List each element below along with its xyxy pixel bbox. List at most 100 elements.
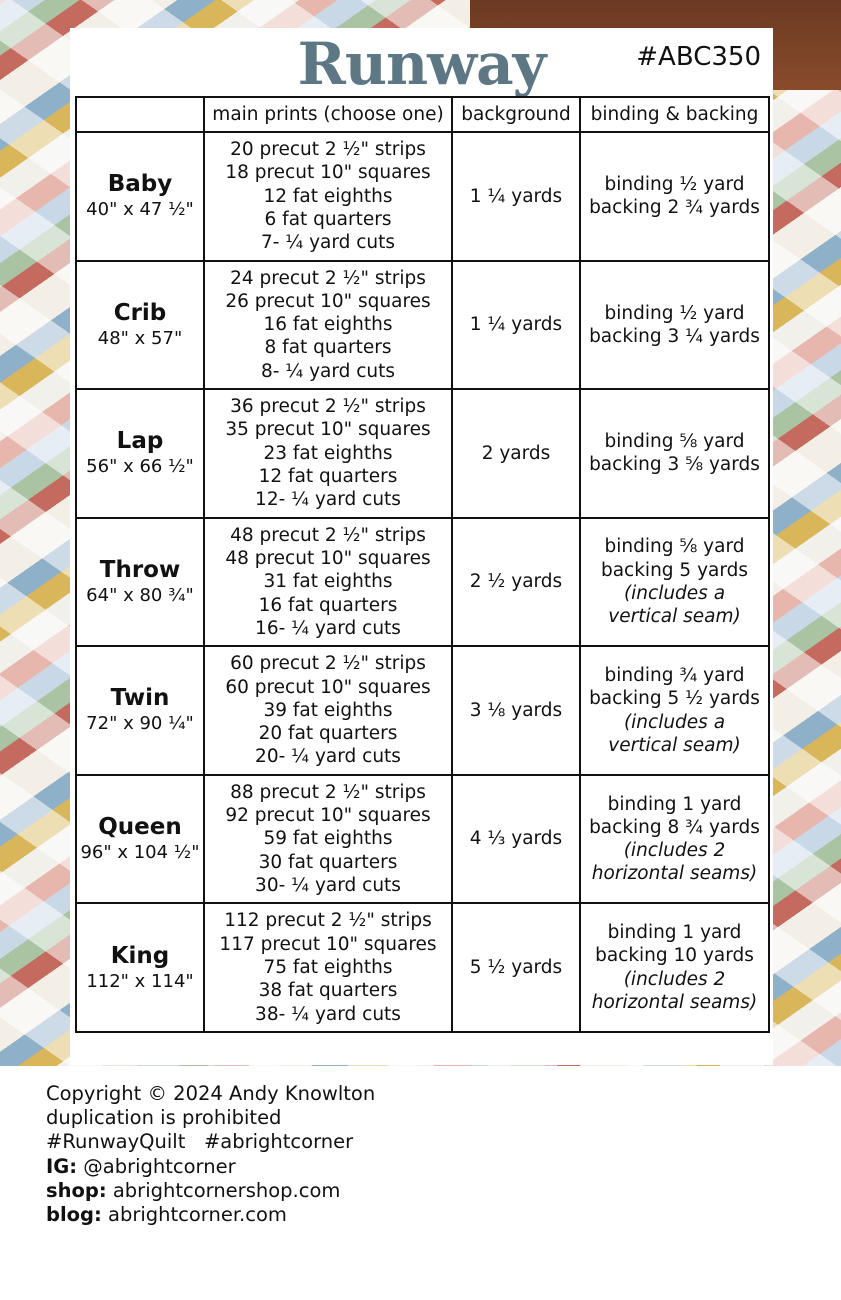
table-row: Throw 64" x 80 ¾" 48 precut 2 ½" strips 48 … [75,516,770,648]
table-row: Queen 96" x 104 ½" 88 precut 2 ½" strips 92… [75,773,770,905]
table-row: Twin 72" x 90 ¼" 60 precut 2 ½" strips 60 p… [75,645,770,776]
print-option: 6 fat quarters [264,208,392,230]
table-row: Lap 56" x 66 ½" 36 precut 2 ½" strips 35 pr… [75,388,770,519]
print-option: 20- ¼ yard cuts [255,746,401,768]
binding-backing-line: binding ½ yard [604,173,745,195]
blog-line: blog: abrightcorner.com [46,1203,287,1227]
print-option: 31 fat eighths [263,571,393,593]
size-cell: Twin 72" x 90 ¼" [75,645,205,776]
fabric-requirements-panel: Runway #ABC350 main prints (choose one) … [70,28,773,1065]
binding-backing-line: backing 2 ¾ yards [589,197,760,219]
main-prints-cell: 112 precut 2 ½" strips 117 precut 10" squ… [203,902,453,1033]
instagram-line: IG: @abrightcorner [46,1154,236,1178]
print-option: 35 precut 10" squares [225,419,431,441]
print-option: 12 fat eighths [263,185,393,207]
binding-backing-line: binding ⅝ yard [604,431,745,453]
binding-backing-line: backing 10 yards [595,945,754,967]
print-option: 92 precut 10" squares [225,805,431,827]
print-option: 8 fat quarters [264,337,392,359]
binding-backing-line: backing 5 ½ yards [589,688,760,710]
seam-note: (includes a [623,582,726,604]
shop-line: shop: abrightcornershop.com [46,1178,341,1202]
binding-backing-cell: binding ½ yard backing 2 ¾ yards [579,131,770,262]
header-main-prints: main prints (choose one) [203,96,453,133]
seam-note: vertical seam) [608,734,741,756]
print-option: 24 precut 2 ½" strips [230,267,426,289]
binding-backing-cell: binding 1 yard backing 10 yards (includes … [579,902,770,1033]
table-row: Baby 40" x 47 ½" 20 precut 2 ½" strips 18 p… [75,131,770,262]
binding-backing-cell: binding ½ yard backing 3 ¼ yards [579,259,770,391]
binding-backing-line: binding ⅝ yard [604,536,745,558]
size-dimensions: 112" x 114" [86,970,194,992]
binding-backing-line: binding 1 yard [607,922,742,944]
print-option: 18 precut 10" squares [225,162,431,184]
size-name: Baby [107,171,173,198]
print-option: 20 precut 2 ½" strips [230,139,426,161]
size-cell: Throw 64" x 80 ¾" [75,516,205,648]
blog-link[interactable]: abrightcorner.com [101,1203,287,1227]
background-cell: 4 ⅓ yards [451,773,581,905]
main-prints-cell: 60 precut 2 ½" strips 60 precut 10" squar… [203,645,453,776]
size-dimensions: 48" x 57" [97,327,183,349]
background-cell: 3 ⅛ yards [451,645,581,776]
print-option: 26 precut 10" squares [225,290,431,312]
print-option: 60 precut 2 ½" strips [230,653,426,675]
print-option: 30- ¼ yard cuts [255,875,401,897]
table-row: King 112" x 114" 112 precut 2 ½" strips 117… [75,902,770,1033]
seam-note: (includes 2 [623,840,726,862]
background-cell: 2 yards [451,388,581,519]
main-prints-cell: 36 precut 2 ½" strips 35 precut 10" squar… [203,388,453,519]
print-option: 16 fat eighths [263,314,393,336]
table-row: Crib 48" x 57" 24 precut 2 ½" strips 26 pre… [75,259,770,391]
size-cell: Baby 40" x 47 ½" [75,131,205,262]
seam-note: vertical seam) [608,606,741,628]
seam-note: (includes 2 [623,968,726,990]
binding-backing-line: backing 5 yards [600,559,749,581]
main-prints-cell: 88 precut 2 ½" strips 92 precut 10" squar… [203,773,453,905]
seam-note: horizontal seams) [591,991,758,1013]
binding-backing-cell: binding ⅝ yard backing 5 yards (includes a… [579,516,770,648]
print-option: 8- ¼ yard cuts [260,360,396,382]
table-header-row: main prints (choose one) background bind… [75,96,770,133]
print-option: 75 fat eighths [263,957,393,979]
print-option: 38 fat quarters [258,980,398,1002]
binding-backing-line: backing 3 ⅝ yards [589,454,760,476]
size-cell: Crib 48" x 57" [75,259,205,391]
print-option: 88 precut 2 ½" strips [230,781,426,803]
header-background: background [451,96,581,133]
shop-link[interactable]: abrightcornershop.com [106,1178,341,1202]
print-option: 30 fat quarters [258,851,398,873]
size-cell: Lap 56" x 66 ½" [75,388,205,519]
print-option: 12- ¼ yard cuts [255,489,401,511]
footer-credits: Copyright © 2024 Andy Knowlton duplicati… [46,1082,375,1227]
binding-backing-line: binding ½ yard [604,302,745,324]
print-option: 48 precut 10" squares [225,548,431,570]
print-option: 20 fat quarters [258,723,398,745]
header-size [75,96,205,133]
binding-backing-line: backing 3 ¼ yards [589,325,760,347]
main-prints-cell: 24 precut 2 ½" strips 26 precut 10" squar… [203,259,453,391]
background-cell: 1 ¼ yards [451,131,581,262]
size-dimensions: 40" x 47 ½" [86,199,194,221]
size-cell: King 112" x 114" [75,902,205,1033]
fabric-requirements-table: main prints (choose one) background bind… [75,96,770,1033]
pattern-code: #ABC350 [636,42,761,72]
duplication-notice: duplication is prohibited [46,1106,282,1130]
binding-backing-line: binding ¾ yard [604,664,745,686]
binding-backing-cell: binding ⅝ yard backing 3 ⅝ yards [579,388,770,519]
background-cell: 1 ¼ yards [451,259,581,391]
size-cell: Queen 96" x 104 ½" [75,773,205,905]
print-option: 59 fat eighths [263,828,393,850]
main-prints-cell: 48 precut 2 ½" strips 48 precut 10" squar… [203,516,453,648]
size-dimensions: 72" x 90 ¼" [86,713,194,735]
size-dimensions: 56" x 66 ½" [86,456,194,478]
print-option: 7- ¼ yard cuts [260,232,396,254]
size-name: Queen [98,813,182,840]
print-option: 23 fat eighths [263,442,393,464]
binding-backing-cell: binding 1 yard backing 8 ¾ yards (includes… [579,773,770,905]
print-option: 38- ¼ yard cuts [255,1003,401,1025]
pattern-title: Runway [297,30,547,98]
size-name: King [110,942,170,969]
header-binding-backing: binding & backing [579,96,770,133]
print-option: 36 precut 2 ½" strips [230,396,426,418]
